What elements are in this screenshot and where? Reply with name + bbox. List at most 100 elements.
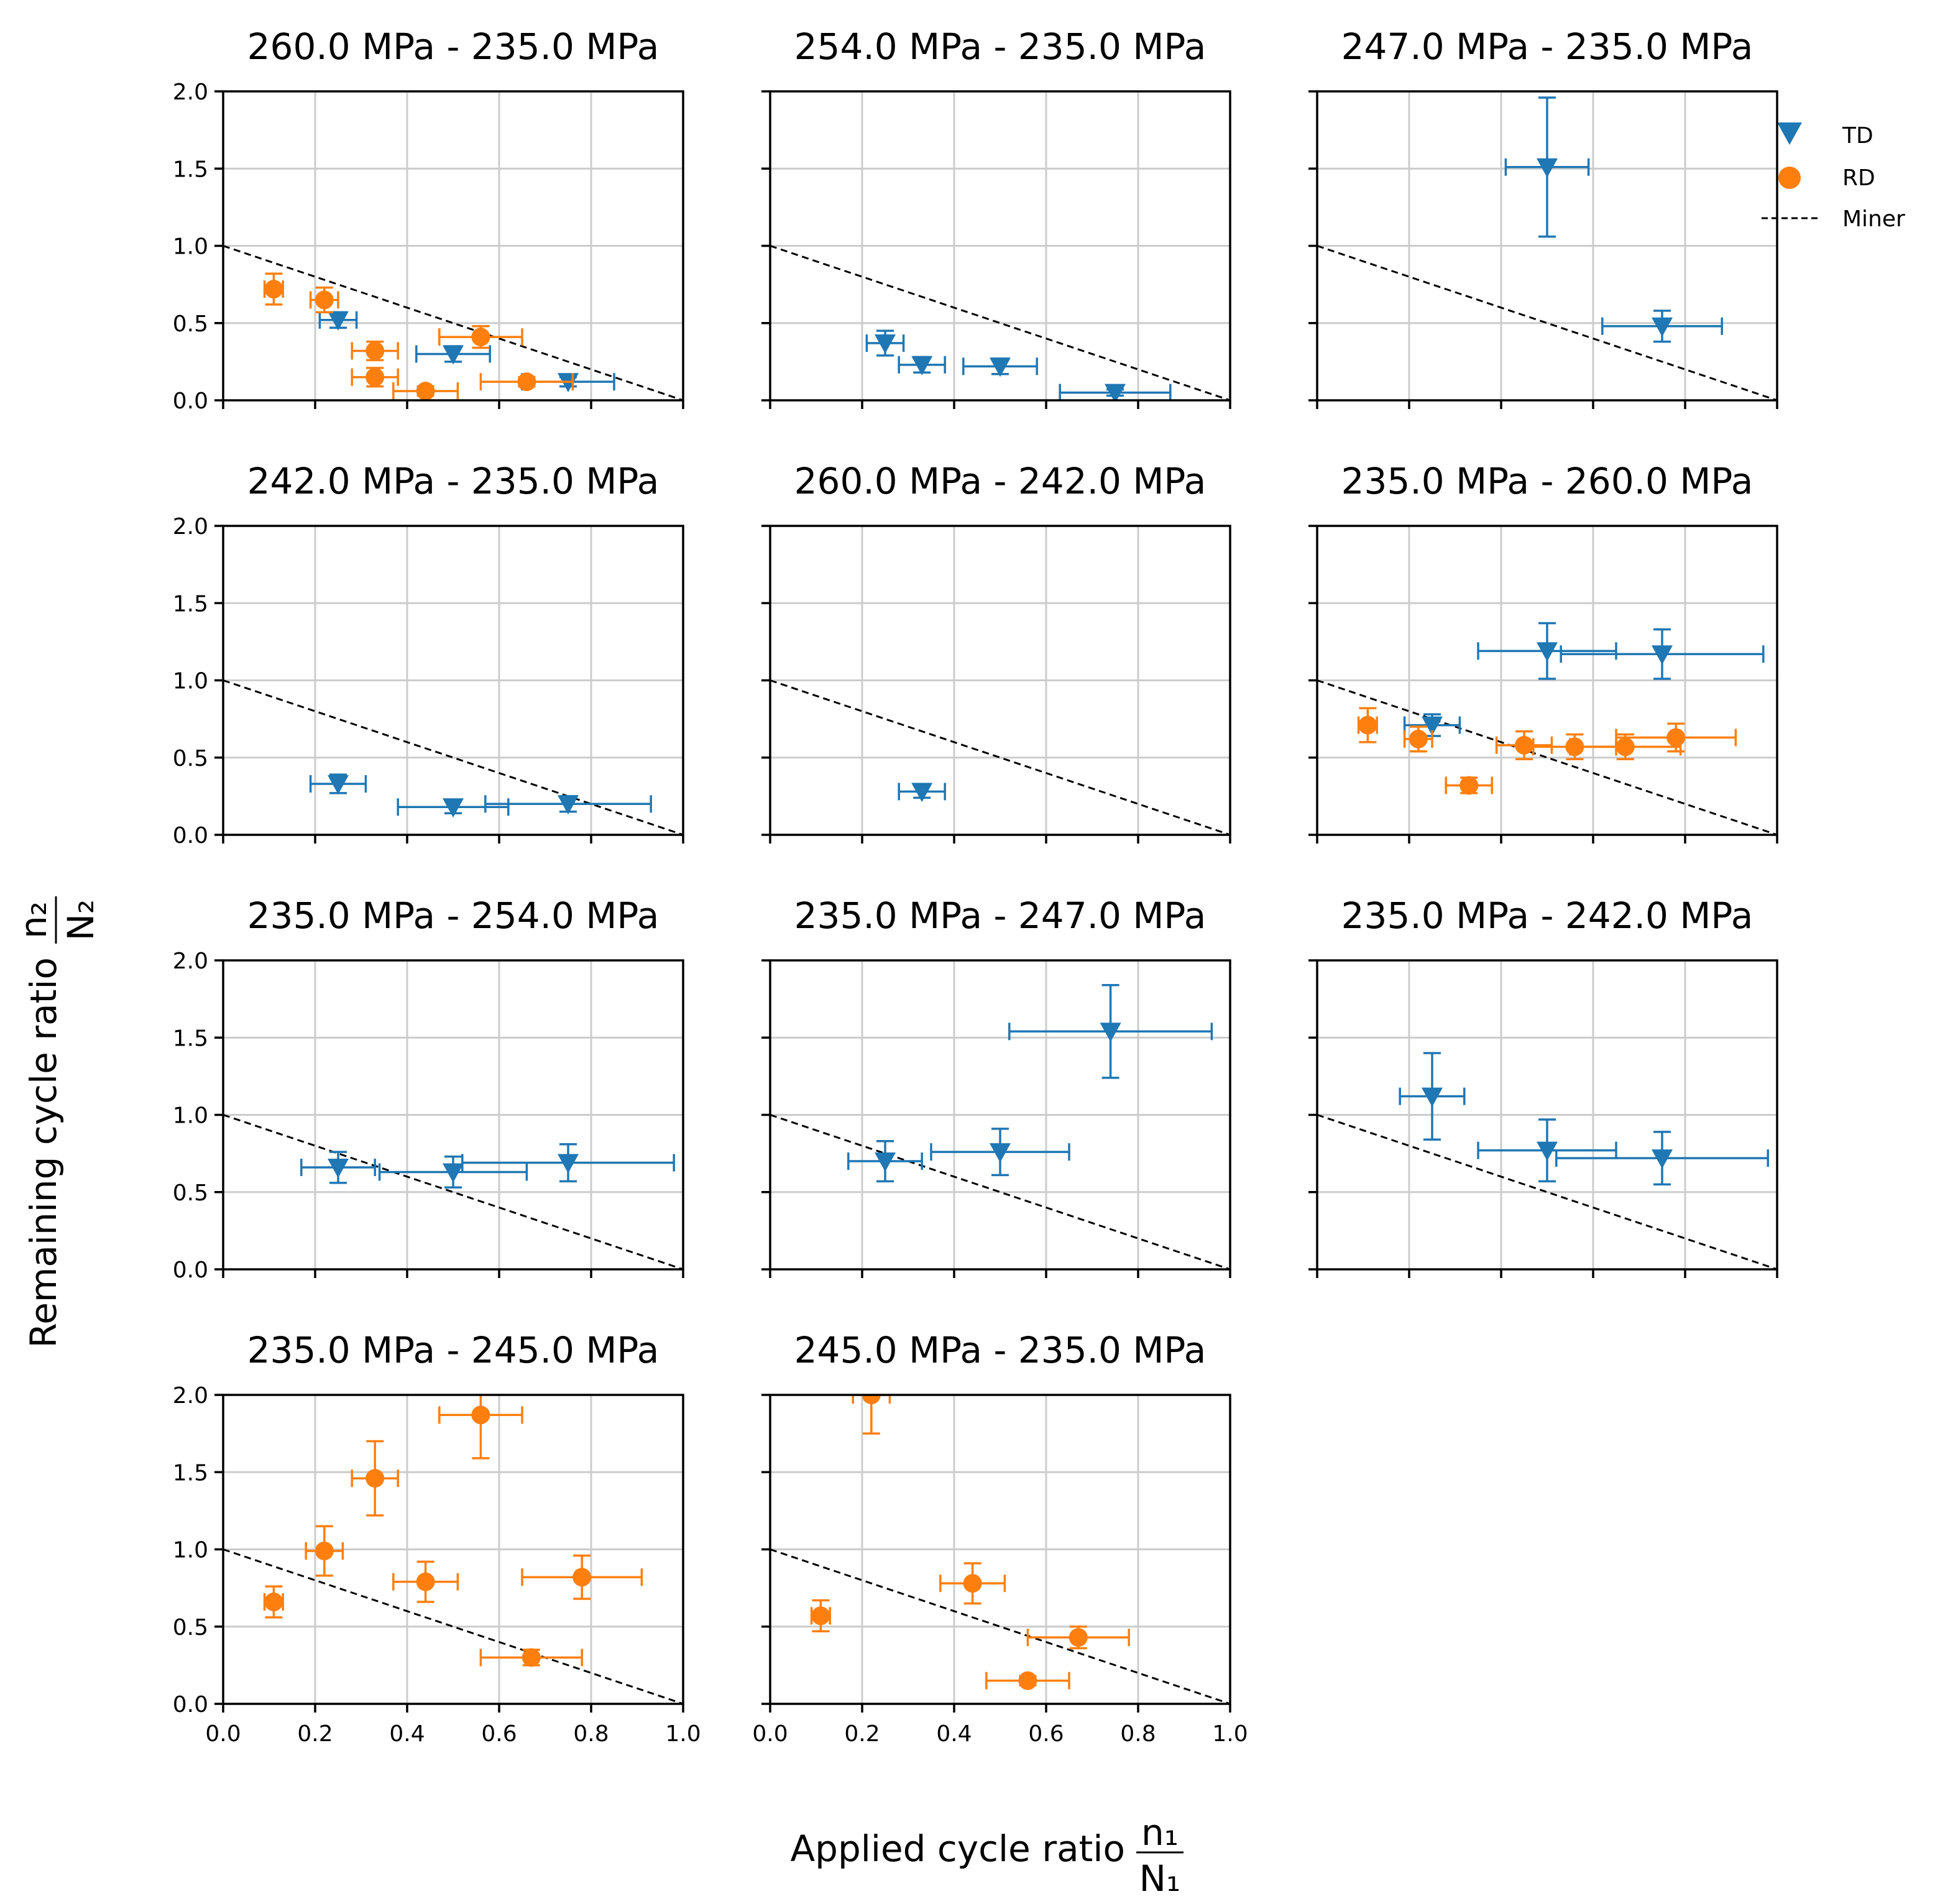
subplot-6: 235.0 MPa - 260.0 MPa — [1308, 460, 1778, 844]
circle-icon — [365, 367, 385, 387]
triangle-down-icon — [1652, 317, 1673, 337]
y-tick-label: 0.5 — [173, 1615, 208, 1640]
subplot-title: 235.0 MPa - 247.0 MPa — [794, 895, 1207, 937]
subplot-title: 242.0 MPa - 235.0 MPa — [247, 460, 660, 502]
rd-point — [810, 1599, 831, 1632]
gridlines — [1316, 525, 1778, 836]
x-tick-label: 0.4 — [389, 1721, 425, 1747]
triangle-down-icon — [1422, 716, 1443, 736]
data-area — [263, 272, 615, 400]
subplot-title: 254.0 MPa - 235.0 MPa — [794, 25, 1207, 68]
circle-icon — [416, 382, 435, 400]
gridlines — [222, 1394, 684, 1705]
rd-point — [939, 1562, 1006, 1605]
miner-line — [770, 1114, 1231, 1271]
td-point — [1560, 628, 1765, 680]
gridlines — [769, 90, 1231, 402]
td-point — [930, 1128, 1070, 1177]
x-axis-label-num: n₁ — [1141, 1811, 1179, 1854]
subplot-1: 260.0 MPa - 235.0 MPa 0.0 0.5 1.0 1.5 2.0 — [173, 25, 684, 414]
subplot-4: 242.0 MPa - 235.0 MPa 0.0 0.5 1.0 1.5 2.0 — [173, 460, 684, 849]
td-point — [1008, 984, 1213, 1079]
y-tick-label: 1.0 — [173, 1538, 208, 1563]
td-point — [484, 795, 652, 815]
subplot-10: 235.0 MPa - 245.0 MPa 0.0 0.2 0.4 0.6 0.8 1.0 0… — [173, 1329, 701, 1747]
rd-point — [479, 1648, 583, 1667]
y-tick-label: 0.5 — [173, 746, 208, 771]
y-tick-label: 1.5 — [173, 591, 208, 617]
triangle-down-icon — [443, 1163, 464, 1183]
circle-icon — [315, 290, 334, 310]
circle-icon — [572, 1568, 592, 1587]
x-tick-label: 0.6 — [1028, 1721, 1064, 1747]
gridlines — [769, 525, 1231, 836]
subplot-2: 254.0 MPa - 235.0 MPa — [761, 25, 1231, 409]
td-point — [1059, 384, 1172, 400]
td-point — [378, 1155, 528, 1189]
circle-icon — [963, 1574, 982, 1593]
triangle-down-icon — [328, 311, 349, 331]
td-point — [461, 1143, 675, 1183]
y-axis-label-den: N₂ — [60, 899, 102, 941]
data-area — [300, 1143, 675, 1189]
legend-entry-rd: RD — [1778, 165, 1875, 191]
x-tick-label: 1.0 — [1212, 1721, 1248, 1747]
triangle-down-icon — [1652, 645, 1673, 665]
y-tick-label: 2.0 — [173, 514, 208, 540]
data-area — [1399, 1052, 1769, 1186]
gridlines — [222, 959, 684, 1271]
rd-point — [1495, 730, 1553, 760]
td-point — [309, 773, 367, 794]
td-point — [1477, 622, 1617, 680]
data-area — [309, 773, 652, 818]
circle-icon — [811, 1606, 830, 1626]
y-tick-label: 2.0 — [173, 1383, 208, 1409]
circle-icon — [471, 328, 490, 347]
rd-point — [479, 372, 574, 392]
rd-point — [263, 272, 284, 306]
circle-icon — [315, 1541, 334, 1560]
legend-entry-miner: Miner — [1762, 206, 1905, 232]
x-tick-label: 0.8 — [573, 1721, 609, 1747]
circle-icon — [1018, 1671, 1037, 1690]
subplot-title: 235.0 MPa - 242.0 MPa — [1341, 895, 1753, 937]
x-tick-label: 1.0 — [665, 1721, 701, 1747]
triangle-down-icon — [911, 356, 933, 375]
triangle-down-icon — [1105, 384, 1126, 400]
y-tick-label: 1.0 — [173, 669, 208, 694]
legend-label-rd: RD — [1842, 165, 1875, 191]
td-point — [1504, 96, 1590, 238]
y-tick-label: 0.5 — [173, 1180, 208, 1206]
subplot-8: 235.0 MPa - 247.0 MPa — [761, 895, 1231, 1278]
triangle-down-icon — [443, 798, 464, 818]
rd-point — [438, 1395, 523, 1460]
x-tick-label: 0.0 — [752, 1721, 788, 1747]
triangle-down-icon — [990, 1143, 1011, 1163]
triangle-down-icon — [558, 795, 579, 815]
x-tick-label: 0.4 — [936, 1721, 972, 1747]
triangle-down-icon — [1537, 1141, 1558, 1161]
circle-icon — [264, 280, 283, 299]
x-axis-label: Applied cycle ratio n₁ N₁ — [790, 1811, 1184, 1900]
y-tick-label: 1.0 — [173, 1103, 208, 1129]
rd-point — [852, 1395, 891, 1435]
legend-label-miner: Miner — [1842, 206, 1905, 232]
rd-point — [1569, 733, 1682, 760]
td-point — [898, 356, 946, 375]
y-tick-label: 0.5 — [173, 311, 208, 337]
rd-point — [521, 1554, 643, 1600]
triangle-down-icon — [328, 775, 349, 794]
x-axis-label-text: Applied cycle ratio — [790, 1828, 1125, 1870]
triangle-down-icon — [1777, 122, 1802, 145]
subplot-5: 260.0 MPa - 242.0 MPa — [761, 460, 1231, 844]
subplot-title: 235.0 MPa - 245.0 MPa — [247, 1329, 660, 1371]
triangle-down-icon — [558, 1154, 579, 1174]
gridlines — [769, 1394, 1231, 1705]
td-point — [1399, 1052, 1466, 1141]
td-point — [397, 798, 510, 818]
circle-icon — [416, 1572, 435, 1591]
subplot-title: 235.0 MPa - 260.0 MPa — [1341, 460, 1753, 502]
x-tick-label: 0.6 — [481, 1721, 517, 1747]
td-point — [865, 329, 905, 357]
